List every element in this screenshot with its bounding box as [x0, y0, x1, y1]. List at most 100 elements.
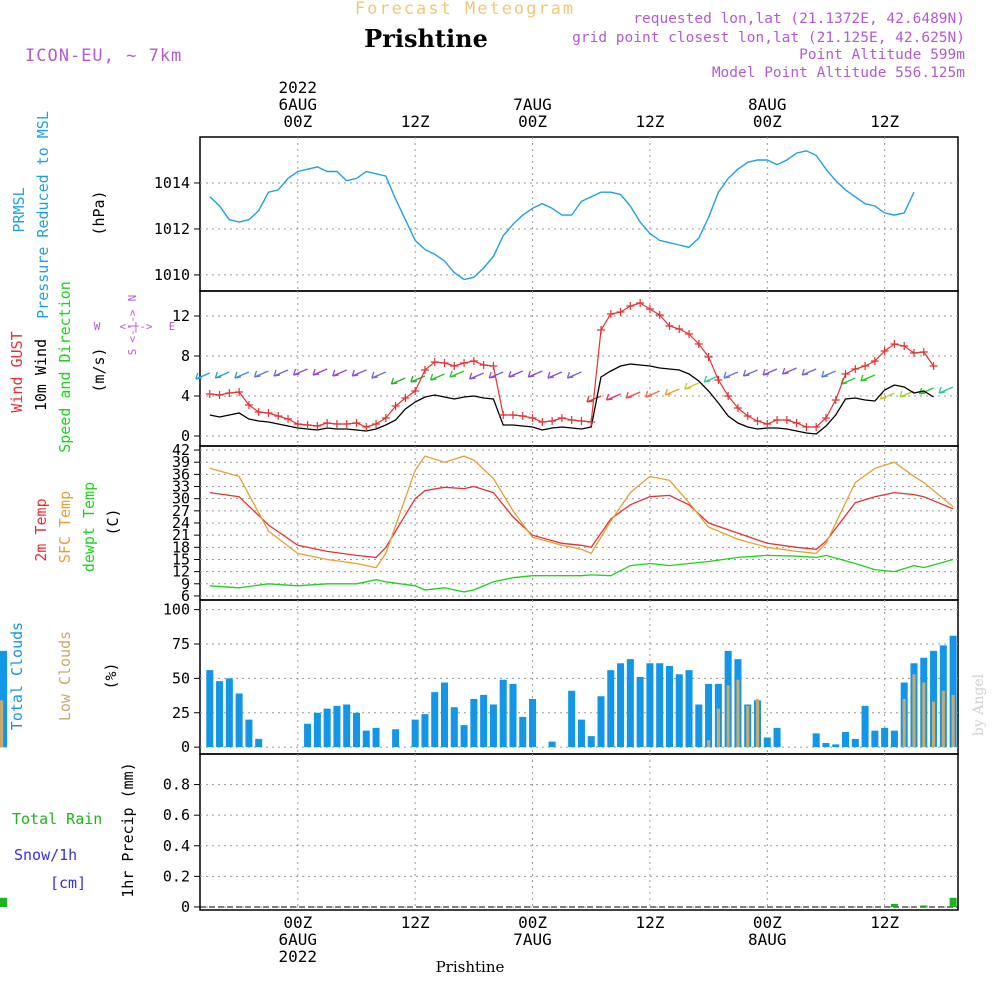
- wind-gust-marker: [587, 418, 596, 426]
- top-time-label: 7AUG: [513, 95, 552, 114]
- pressure-unit: (hPa): [90, 190, 108, 235]
- wind-direction-arrowhead: [762, 373, 770, 376]
- total-cloud-bar: [0, 670, 8, 748]
- compass-e: E: [169, 320, 176, 333]
- wind-direction-arrowhead: [234, 371, 238, 379]
- wind-direction-arrowhead: [410, 375, 414, 383]
- precip-ytick-label: 0.6: [163, 806, 190, 824]
- wind-gust-marker: [235, 388, 244, 396]
- wind-gust-marker: [274, 412, 283, 420]
- wind-gust-marker: [440, 359, 449, 367]
- pressure-ytick-label: 1012: [154, 220, 190, 238]
- wind-direction-arrowhead: [254, 375, 261, 378]
- wind-gust-marker: [567, 416, 576, 424]
- low-cloud-bar: [746, 705, 750, 748]
- wind-gust-marker: [489, 362, 498, 370]
- total-cloud-bar: [489, 704, 497, 748]
- wind-gust-marker: [460, 359, 469, 367]
- total-cloud-bar: [235, 693, 243, 748]
- model-label: ICON-EU, ~ 7km: [25, 46, 182, 66]
- wind-direction-arrowhead: [880, 397, 887, 400]
- total-cloud-bar: [323, 708, 331, 748]
- wind-direction-arrowhead: [449, 375, 457, 378]
- temp-label-1: 2m Temp: [32, 498, 50, 561]
- total-cloud-bar: [431, 692, 439, 748]
- wind-direction-arrowhead: [273, 374, 281, 377]
- total-cloud-bar: [568, 690, 576, 748]
- wind-direction-arrowhead: [782, 367, 786, 375]
- pressure-label-1: PRMSL: [10, 187, 28, 232]
- wind-direction-arrowhead: [214, 371, 218, 379]
- wind-direction-arrowhead: [645, 395, 652, 398]
- total-cloud-bar: [460, 725, 468, 748]
- page-title: Prishtine: [364, 24, 488, 53]
- total-cloud-bar: [421, 714, 429, 748]
- total-cloud-bar: [617, 663, 625, 748]
- wind-gust-marker: [244, 401, 253, 409]
- wind-gust-marker: [557, 414, 566, 422]
- wind-gust-marker: [254, 408, 263, 416]
- temperature-ytick-label: 33: [172, 478, 190, 496]
- precip-label-1: Total Rain: [12, 810, 102, 828]
- precip-label-2: Snow/1h: [14, 846, 77, 864]
- total-cloud-bar: [255, 738, 263, 748]
- wind-direction-arrowhead: [527, 370, 531, 378]
- wind-direction-arrowhead: [703, 375, 707, 383]
- temperature-ytick-label: 42: [172, 441, 190, 459]
- wind-direction-arrowhead: [626, 396, 633, 399]
- temp-dewpt-line: [209, 554, 954, 593]
- point-altitude: Point Altitude 599m: [799, 47, 965, 63]
- temp-label-2: SFC Temp: [56, 491, 74, 563]
- wind-gust-marker: [890, 340, 899, 348]
- total-cloud-bar: [470, 699, 478, 748]
- wind-panel: 0 4 8 12: [172, 290, 959, 447]
- low-cloud-bar: [931, 701, 936, 748]
- total-cloud-bar: [392, 729, 400, 748]
- total-cloud-bar: [480, 694, 488, 748]
- total-cloud-bar: [304, 723, 312, 748]
- wind-direction-arrowhead: [273, 369, 277, 377]
- wind-gust-marker: [694, 340, 703, 348]
- temp-2m-line: [209, 485, 954, 559]
- pressure-panel: 1010 1012 1014: [154, 136, 959, 292]
- wind-direction-arrowhead: [664, 388, 668, 396]
- precip-ytick-label: 0.2: [163, 867, 190, 885]
- wind-direction-arrowhead: [215, 376, 222, 379]
- wind-direction-arrowhead: [469, 377, 476, 380]
- wind-direction-arrowhead: [606, 398, 613, 401]
- wind-gust-marker: [655, 311, 664, 319]
- wind-gust-marker: [430, 358, 439, 366]
- precip-labels: Total Rain Snow/1h [cm] 1hr Precip (mm): [12, 762, 137, 897]
- wind-gust-marker: [724, 392, 733, 400]
- wind-direction-arrowhead: [860, 379, 867, 382]
- wind-gust-marker: [225, 389, 234, 397]
- wind-direction-arrowhead: [938, 386, 942, 394]
- temperature-ytick-label: 21: [172, 526, 190, 544]
- wind-direction-arrowhead: [704, 380, 711, 383]
- supertitle: Forecast Meteogram: [355, 0, 575, 19]
- wind-direction-arrowhead: [723, 376, 731, 379]
- total-cloud-bar: [548, 741, 556, 748]
- wind-direction-arrowhead: [371, 371, 375, 379]
- top-time-label: 00Z: [753, 112, 782, 131]
- wind-gust-marker: [763, 420, 772, 428]
- wind-direction-arrowhead: [332, 369, 336, 377]
- wind-gust-marker: [391, 402, 400, 410]
- low-cloud-bar: [716, 708, 720, 748]
- total-cloud-bar: [225, 678, 233, 748]
- wind-direction-arrowhead: [742, 369, 747, 377]
- temp-labels: 2m Temp SFC Temp dewpt Temp (C): [32, 482, 122, 572]
- wind-direction-arrowhead: [918, 387, 923, 395]
- total-cloud-bar: [949, 635, 957, 748]
- total-cloud-bar: [440, 682, 449, 748]
- wind-gust-marker: [450, 362, 459, 370]
- temperature-ytick-label: 6: [181, 587, 190, 605]
- pressure-label-2: Pressure Reduced to MSL: [34, 111, 52, 319]
- precip-ytick-label: 0.8: [163, 776, 190, 794]
- total-cloud-bar: [587, 736, 595, 748]
- low-cloud-bar: [726, 685, 730, 748]
- wind-gust-marker: [411, 387, 420, 395]
- wind-gust-marker: [499, 411, 508, 419]
- wind-direction-arrowhead: [313, 373, 320, 376]
